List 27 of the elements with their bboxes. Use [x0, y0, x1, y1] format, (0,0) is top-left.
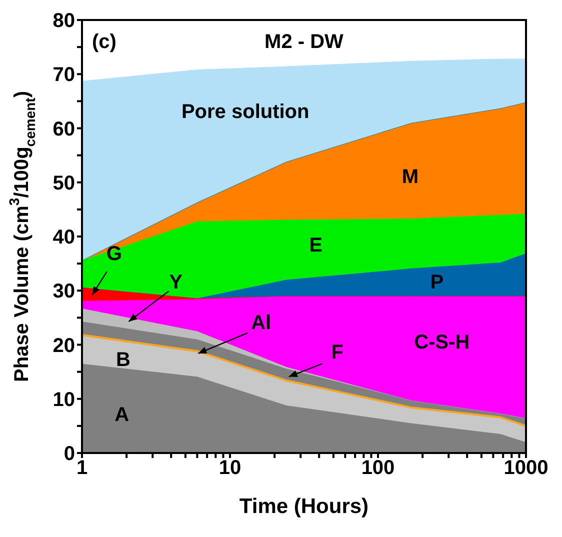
series-label: A	[114, 404, 130, 426]
series-label: Al	[251, 312, 272, 334]
y-tick-label: 40	[52, 226, 75, 249]
text: M2 - DW	[264, 31, 344, 53]
y-tick-label: 50	[52, 172, 75, 194]
y-tick-label: 60	[52, 118, 75, 140]
x-tick-label: 1	[76, 457, 88, 480]
x-tick-label: 10	[218, 457, 242, 480]
x-tick-label: 100	[361, 457, 395, 480]
series-label: M	[402, 166, 419, 188]
series-label: G	[106, 242, 122, 265]
y-tick-label: 30	[52, 280, 75, 303]
x-tick-label: 1000	[504, 457, 548, 480]
series-label: F	[331, 341, 344, 364]
y-tick-label: 70	[52, 64, 75, 86]
y-tick-label: 0	[64, 443, 75, 466]
y-tick-label: 80	[52, 10, 75, 32]
y-tick-label: 10	[52, 388, 75, 411]
series-label: Pore solution	[181, 101, 310, 124]
series-label: P	[430, 272, 444, 294]
series-label: E	[309, 234, 322, 257]
x-axis-title: Time (Hours)	[239, 495, 369, 518]
annotation: (c)	[92, 31, 116, 53]
series-label: B	[116, 348, 130, 371]
series-label: Y	[169, 272, 184, 294]
series-label: C-S-H	[414, 332, 470, 354]
y-tick-label: 20	[52, 334, 75, 357]
